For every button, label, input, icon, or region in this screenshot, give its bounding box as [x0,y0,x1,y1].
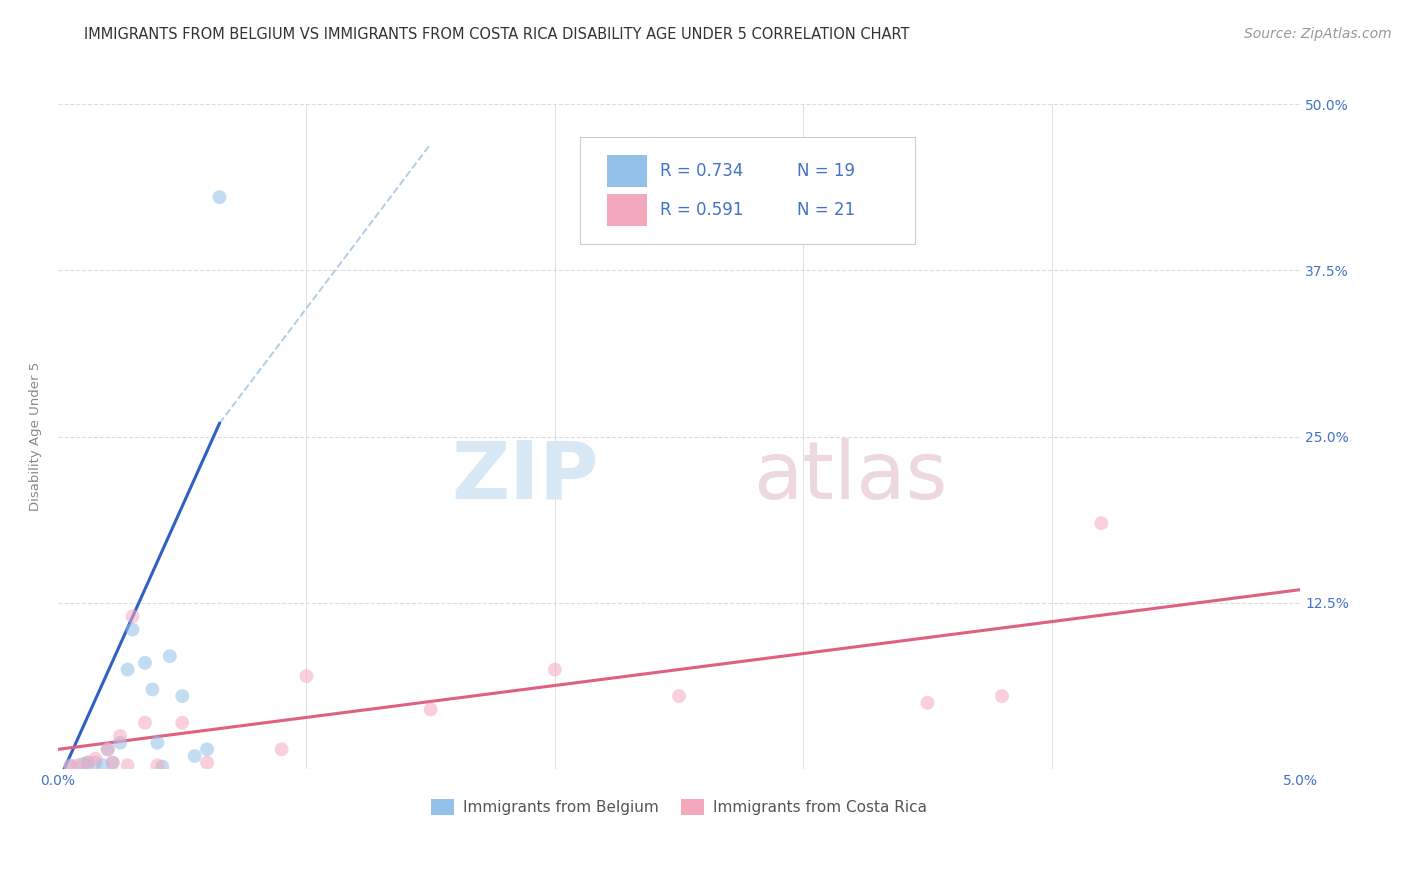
Point [108,729,131,743]
Point [544,663,567,677]
Point [195,742,218,756]
Text: atlas: atlas [754,438,948,516]
Point [917,696,939,710]
Point [97,742,120,756]
Point [76,756,98,770]
Point [101,756,124,770]
Point [72,756,94,771]
Point [108,736,131,750]
Point [183,749,205,764]
Text: R = 0.591: R = 0.591 [661,202,744,219]
Point [66,758,89,772]
Point [419,702,441,716]
Point [295,669,318,683]
Point [134,715,156,730]
FancyBboxPatch shape [607,155,647,187]
Point [121,609,143,624]
Point [59,759,82,773]
Point [121,623,143,637]
Point [76,756,98,770]
Point [117,663,139,677]
Point [141,682,163,697]
Point [172,715,194,730]
Point [91,758,114,772]
Legend: Immigrants from Belgium, Immigrants from Costa Rica: Immigrants from Belgium, Immigrants from… [425,793,934,822]
Point [97,742,120,756]
FancyBboxPatch shape [579,137,915,244]
Point [991,689,1014,703]
Point [172,689,194,703]
Point [84,752,107,766]
Point [150,759,173,773]
Point [159,649,181,664]
Point [117,758,139,772]
Point [84,756,107,770]
Point [146,736,169,750]
Text: Source: ZipAtlas.com: Source: ZipAtlas.com [1244,27,1392,41]
Point [1090,516,1112,530]
Text: N = 19: N = 19 [797,162,855,180]
Text: ZIP: ZIP [451,438,599,516]
Point [59,758,82,772]
Point [668,689,690,703]
Point [146,758,169,772]
Point [134,656,156,670]
Point [195,756,218,770]
Point [270,742,292,756]
FancyBboxPatch shape [607,194,647,227]
Text: IMMIGRANTS FROM BELGIUM VS IMMIGRANTS FROM COSTA RICA DISABILITY AGE UNDER 5 COR: IMMIGRANTS FROM BELGIUM VS IMMIGRANTS FR… [84,27,910,42]
Text: R = 0.734: R = 0.734 [661,162,744,180]
Point [208,190,231,204]
Y-axis label: Disability Age Under 5: Disability Age Under 5 [30,362,42,511]
Point [101,756,124,770]
Text: N = 21: N = 21 [797,202,855,219]
